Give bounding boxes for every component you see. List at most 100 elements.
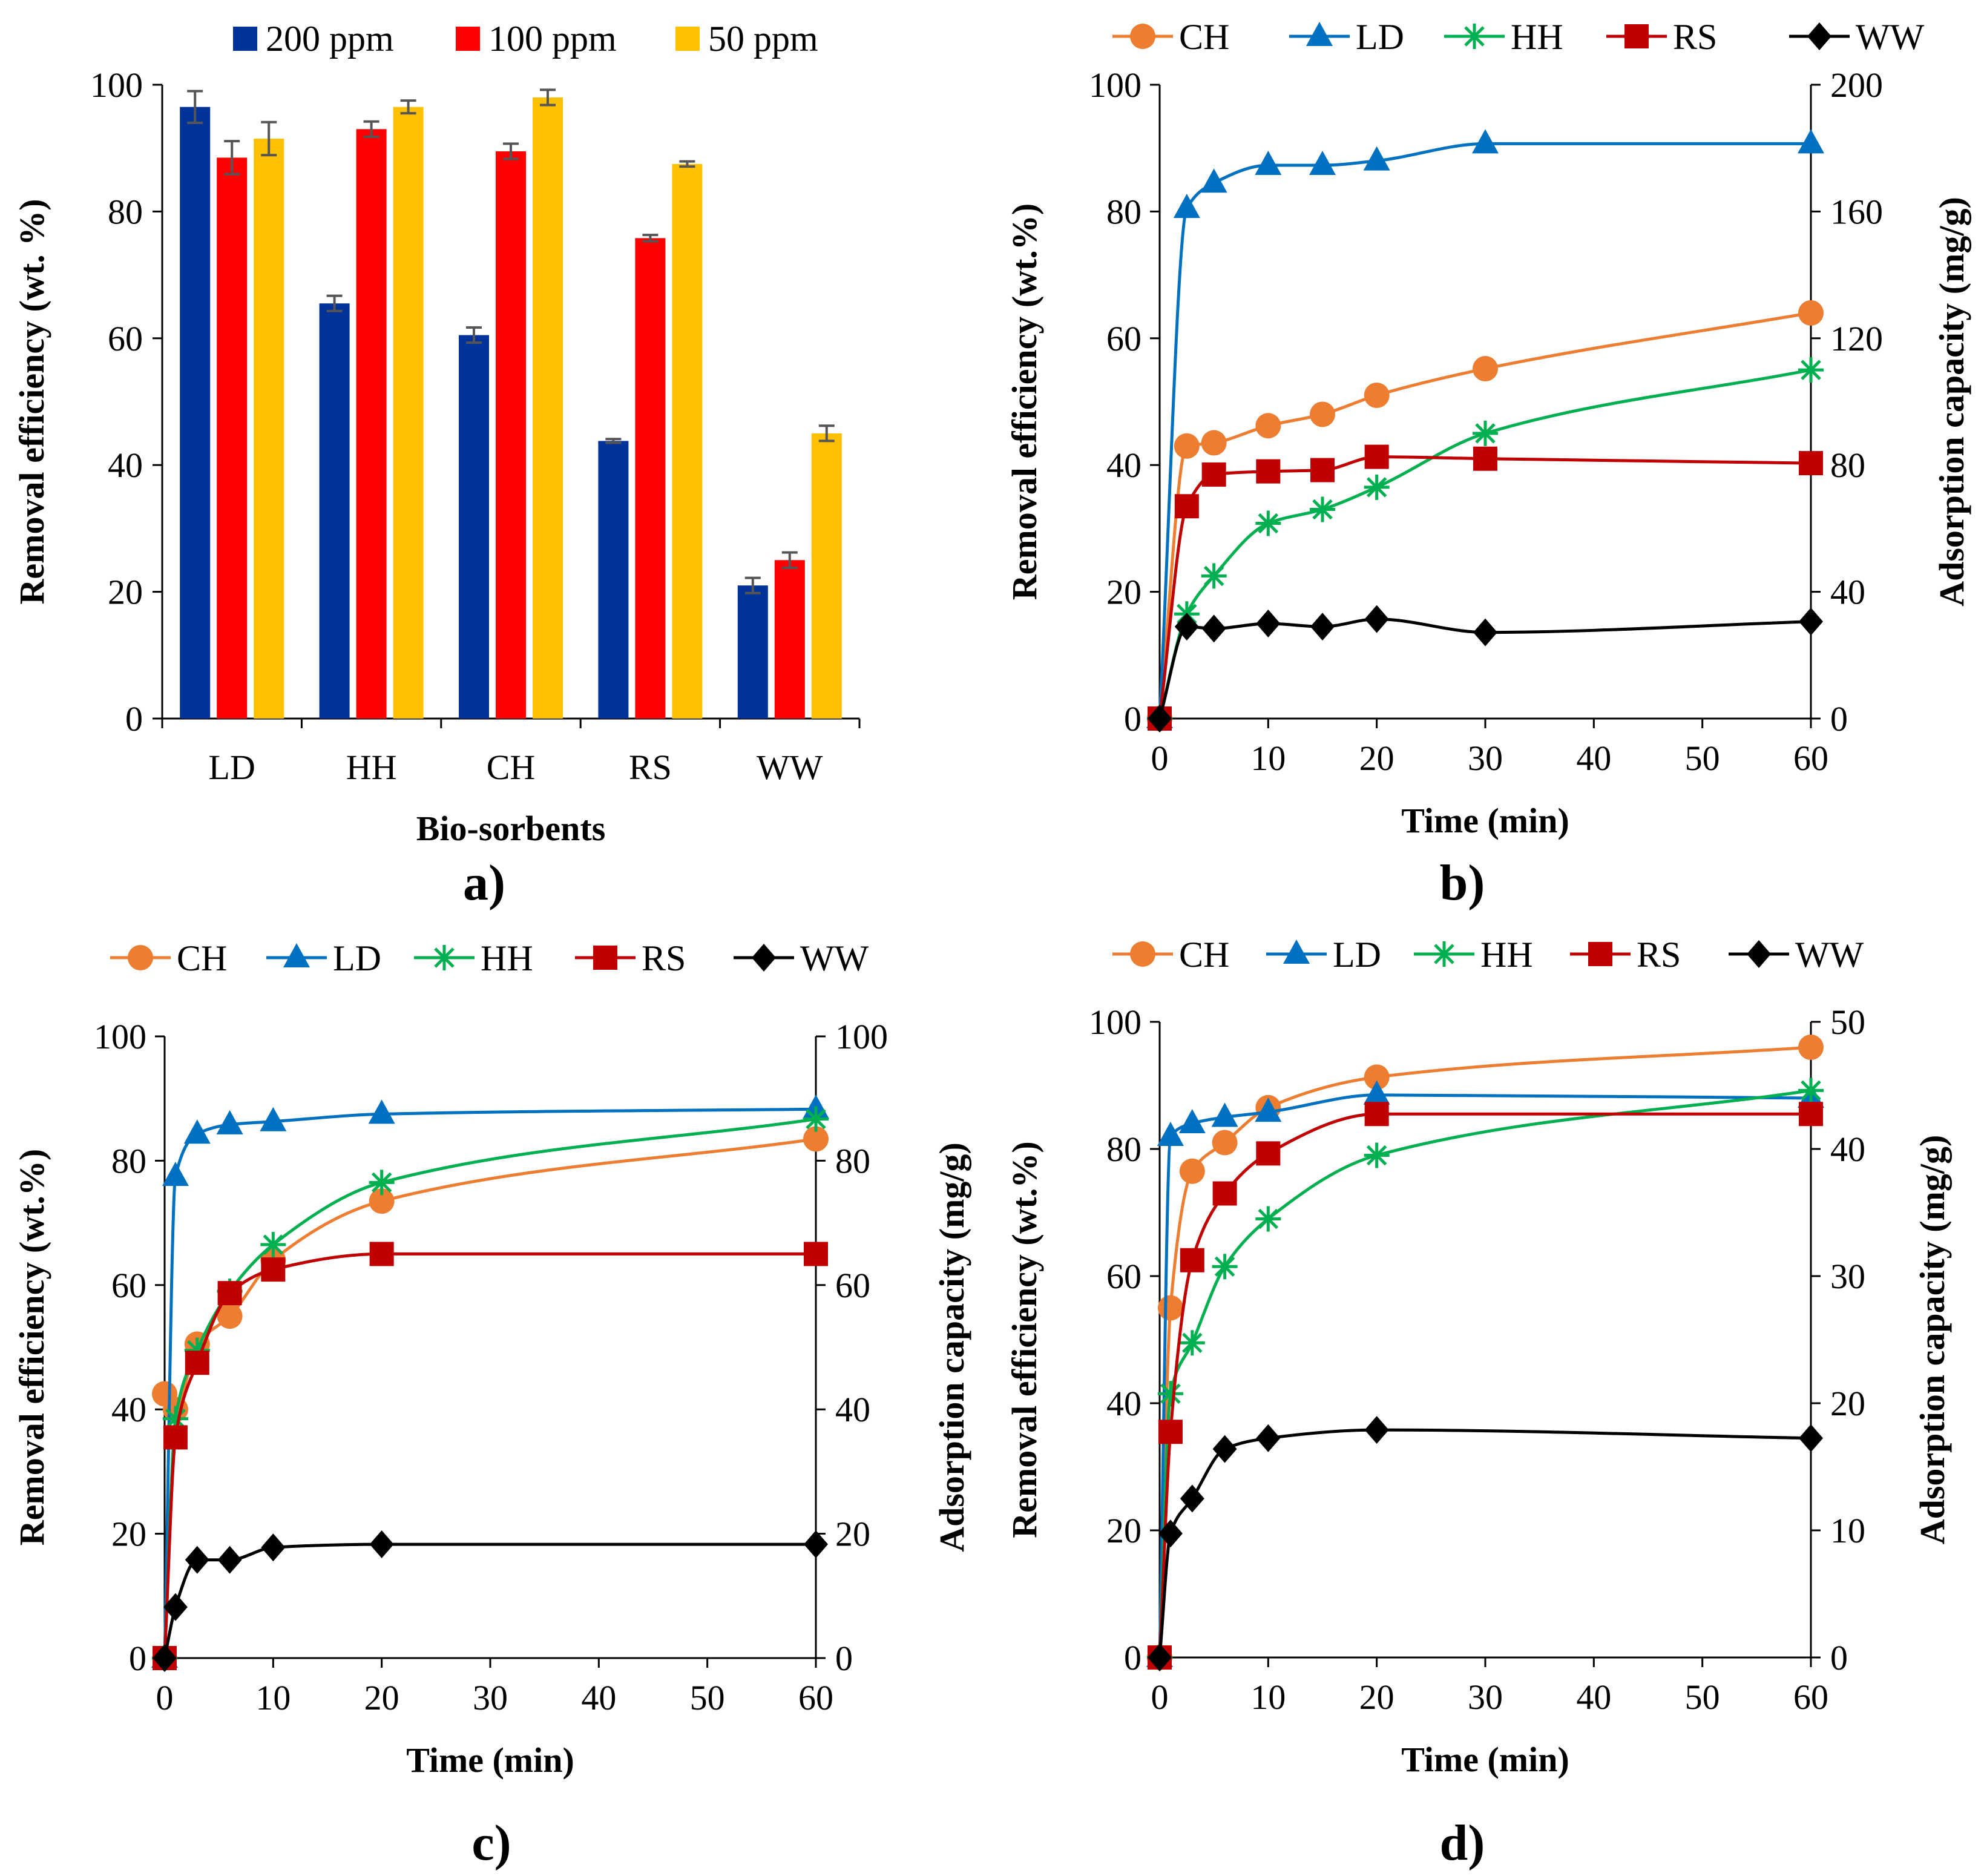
point-rs-t1 [1158, 1420, 1183, 1444]
x-axis-title: Time (min) [1401, 801, 1569, 840]
legend-marker-rs [1588, 942, 1612, 966]
line-ld [1158, 1093, 1812, 1658]
bar-200-ppm-rs [598, 441, 629, 719]
point-ww-t60 [1799, 607, 1823, 636]
legend-marker-ch [1130, 941, 1155, 967]
point-rs-t15 [1310, 458, 1335, 482]
point-ch-t1 [1157, 1295, 1183, 1321]
y2-tick-label: 0 [835, 1639, 853, 1678]
legend-label-ld: LD [1356, 17, 1404, 57]
legend-label-rs: RS [1673, 17, 1717, 57]
line-rs [1158, 1112, 1811, 1658]
error-bar-200-ppm-ch [466, 326, 482, 344]
line-ld [163, 1107, 816, 1659]
y2-tick-label: 50 [1830, 1002, 1865, 1042]
legend-marker-ld [283, 943, 310, 967]
series-ww [1148, 605, 1823, 732]
legend-marker-ch [1130, 24, 1155, 49]
y2-tick-label: 40 [1830, 573, 1865, 612]
point-rs-t20 [1364, 1102, 1389, 1127]
point-rs-t2.5 [1174, 494, 1199, 519]
x-tick-label: 0 [1151, 1677, 1169, 1717]
legend-marker-ch [128, 945, 153, 970]
point-rs-t30 [1473, 446, 1497, 471]
point-hh-t3 [184, 1337, 210, 1363]
legend-marker-ld [1283, 940, 1310, 964]
point-ww-t0 [1148, 1644, 1172, 1671]
point-hh-t10 [1255, 1206, 1281, 1232]
legend-swatch-100-ppm [456, 27, 480, 51]
point-hh-t60 [1798, 1078, 1824, 1104]
bar-50-ppm-hh [393, 107, 424, 719]
series-rs [153, 1242, 828, 1670]
series-ld [1146, 1080, 1824, 1667]
y-tick-label: 40 [111, 1390, 146, 1429]
point-ch-t10 [1255, 413, 1281, 439]
y-tick-label: 80 [108, 192, 143, 231]
point-rs-t60 [1799, 451, 1823, 476]
point-ld-t10 [260, 1107, 287, 1131]
point-ww-t20 [369, 1530, 394, 1559]
legend-label-rs: RS [642, 938, 686, 978]
series-hh [1147, 357, 1824, 731]
y2-tick-label: 80 [1830, 446, 1865, 485]
legend-swatch-200-ppm [233, 27, 257, 51]
point-rs-t6 [1212, 1181, 1237, 1206]
point-ww-t20 [1364, 605, 1389, 633]
y2-tick-label: 10 [1830, 1511, 1865, 1550]
y2-tick-label: 40 [835, 1390, 870, 1429]
point-hh-t1 [1157, 1381, 1183, 1407]
y-tick-label: 80 [111, 1141, 146, 1180]
legend-label-hh: HH [481, 938, 533, 978]
point-ld-t2.5 [1173, 194, 1200, 219]
point-rs-t1 [163, 1425, 188, 1450]
legend-label-hh: HH [1480, 935, 1533, 975]
error-bar-100-ppm-ww [781, 551, 798, 569]
series-ld [1146, 129, 1824, 728]
point-hh-t15 [1310, 496, 1335, 522]
y2-axis-title: Adsorption capacity (mg/g) [932, 1142, 971, 1552]
point-ld-t3 [1178, 1109, 1206, 1133]
y-tick-label: 40 [108, 446, 143, 485]
error-bar-100-ppm-ch [503, 142, 519, 160]
y-tick-label: 80 [1106, 192, 1141, 231]
point-ww-t60 [804, 1530, 828, 1559]
line-hh [163, 1117, 816, 1659]
point-ww-t5 [1201, 614, 1226, 643]
point-ww-t3 [1180, 1484, 1204, 1513]
y-axis-title: Removal efficiency (wt.%) [1005, 1141, 1044, 1538]
panel-label-a: a) [463, 855, 505, 911]
point-ww-t60 [1799, 1424, 1823, 1452]
point-rs-t10 [261, 1257, 286, 1282]
point-rs-t60 [804, 1242, 828, 1266]
x-tick-label: 10 [255, 1678, 291, 1717]
y-axis-title: Removal efficiency (wt.%) [1005, 203, 1044, 600]
point-ww-t30 [1473, 618, 1497, 647]
x-tick-label: 10 [1250, 1677, 1286, 1717]
x-tick-label: 40 [581, 1678, 616, 1717]
point-ch-t20 [1364, 1064, 1390, 1090]
bar-50-ppm-ww [811, 433, 842, 719]
point-ch-t6 [1212, 1130, 1238, 1156]
x-tick-label: 60 [1793, 1677, 1828, 1717]
point-ld-t6 [216, 1110, 243, 1134]
point-ld-t1 [162, 1162, 189, 1186]
x-tick-label: 50 [1685, 1677, 1720, 1717]
x-tick-label: 10 [1250, 739, 1286, 778]
y-tick-label: 20 [1106, 1511, 1141, 1550]
x-tick-label: 40 [1576, 1677, 1611, 1717]
point-hh-t10 [260, 1232, 286, 1258]
legend-label-ld: LD [333, 938, 381, 978]
panel-label-d: d) [1440, 1815, 1485, 1871]
x-tick-label-ww: WW [757, 748, 823, 787]
legend-label-ch: CH [1179, 17, 1229, 57]
point-hh-t20 [1364, 474, 1390, 500]
y-tick-label: 20 [111, 1515, 146, 1554]
point-ld-t60 [1798, 129, 1824, 154]
bar-100-ppm-rs [635, 238, 666, 719]
point-rs-t10 [1256, 1141, 1281, 1166]
error-bar-50-ppm-hh [400, 99, 416, 115]
panel-label-c: c) [471, 1815, 511, 1871]
legend-label-rs: RS [1637, 935, 1681, 975]
y-tick-label: 100 [1089, 65, 1141, 105]
